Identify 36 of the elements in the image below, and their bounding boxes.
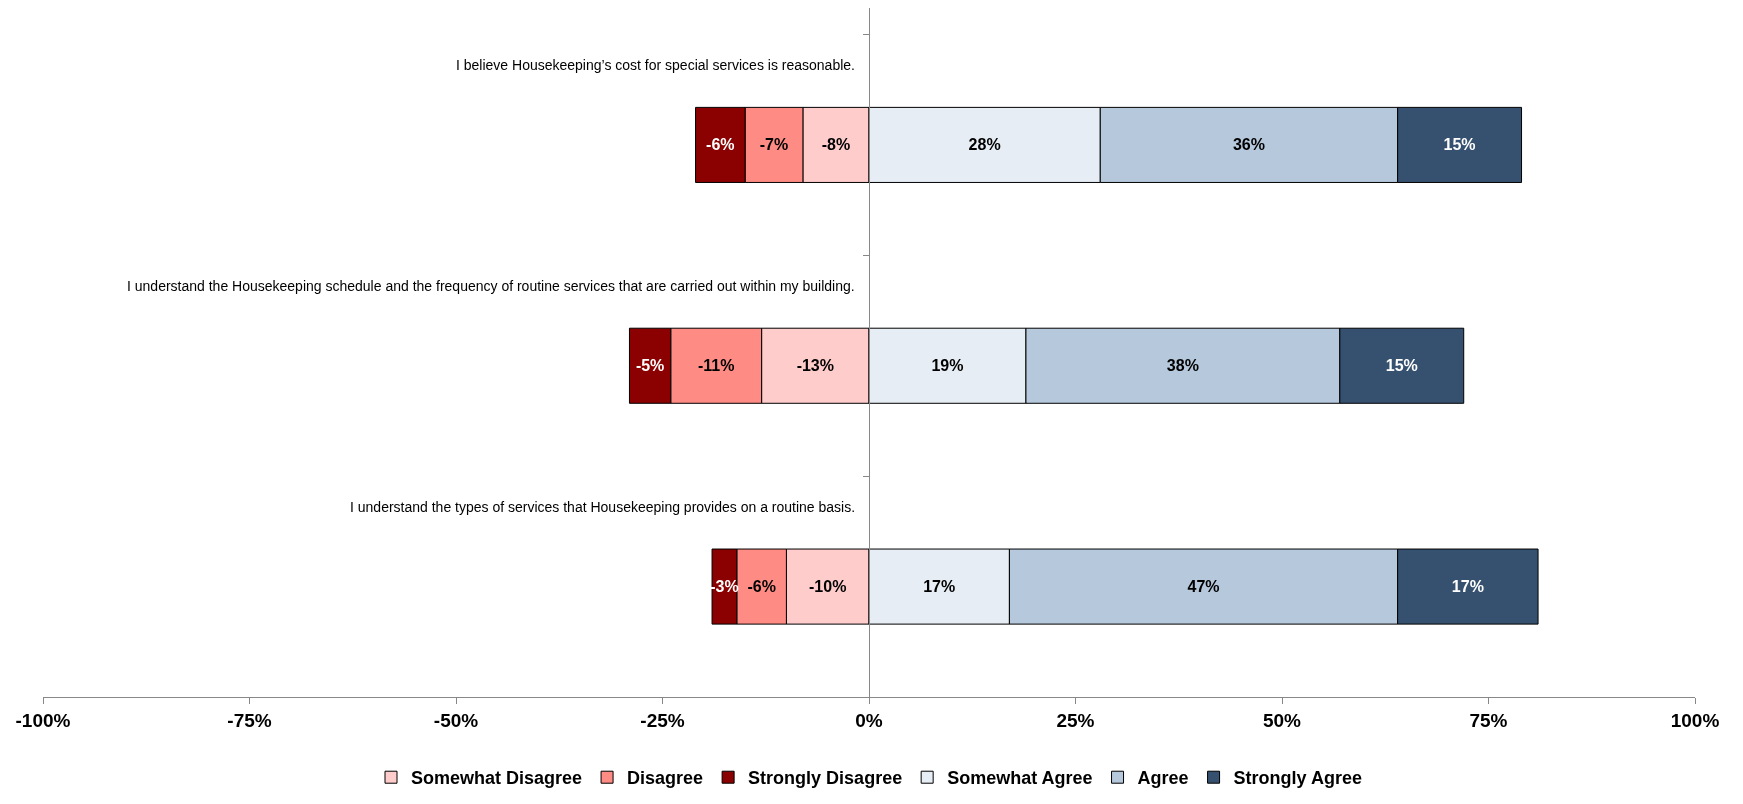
data-label: 17% [923,578,956,596]
data-label: 28% [968,136,1001,154]
data-label: 15% [1385,357,1418,375]
x-tick-label: -75% [227,709,272,731]
y-tick-label: I understand the Housekeeping schedule and the frequency of routine services that are carried out within my building. [127,278,855,294]
data-label: 15% [1443,136,1476,154]
y-tick-label: I understand the types of services that Housekeeping provides on a routine basis. [350,499,856,515]
x-tick-label: 75% [1469,709,1508,731]
data-label: -8% [821,136,851,154]
data-label: 36% [1232,136,1265,154]
x-tick-label: -25% [640,709,685,731]
data-label: 19% [931,357,964,375]
legend-label: Somewhat Disagree [411,768,583,789]
data-label: 38% [1166,357,1199,375]
legend-label: Disagree [627,768,704,789]
legend-label: Strongly Disagree [748,768,903,789]
y-tick-label: I believe Housekeeping’s cost for special services is reasonable. [456,57,855,73]
data-label: -10% [809,578,847,596]
legend-label: Strongly Agree [1233,768,1362,789]
x-tick-label: 100% [1670,709,1720,731]
x-tick-label: -50% [433,709,479,731]
data-label: -5% [635,357,665,375]
legend-label: Agree [1137,768,1189,789]
data-label: -6% [706,136,735,154]
x-tick-label: -100% [15,709,71,731]
x-tick-label: 50% [1262,709,1302,731]
data-label: 17% [1451,578,1484,596]
data-label: -7% [759,136,789,154]
data-label: -11% [697,357,735,375]
x-tick-label: 25% [1056,709,1095,731]
legend-label: Somewhat Agree [947,768,1093,789]
data-label: -6% [747,578,776,596]
data-label: -13% [796,357,834,375]
data-label: 47% [1187,578,1220,596]
x-tick-label: 0% [855,709,883,731]
data-label: -3% [710,578,739,596]
